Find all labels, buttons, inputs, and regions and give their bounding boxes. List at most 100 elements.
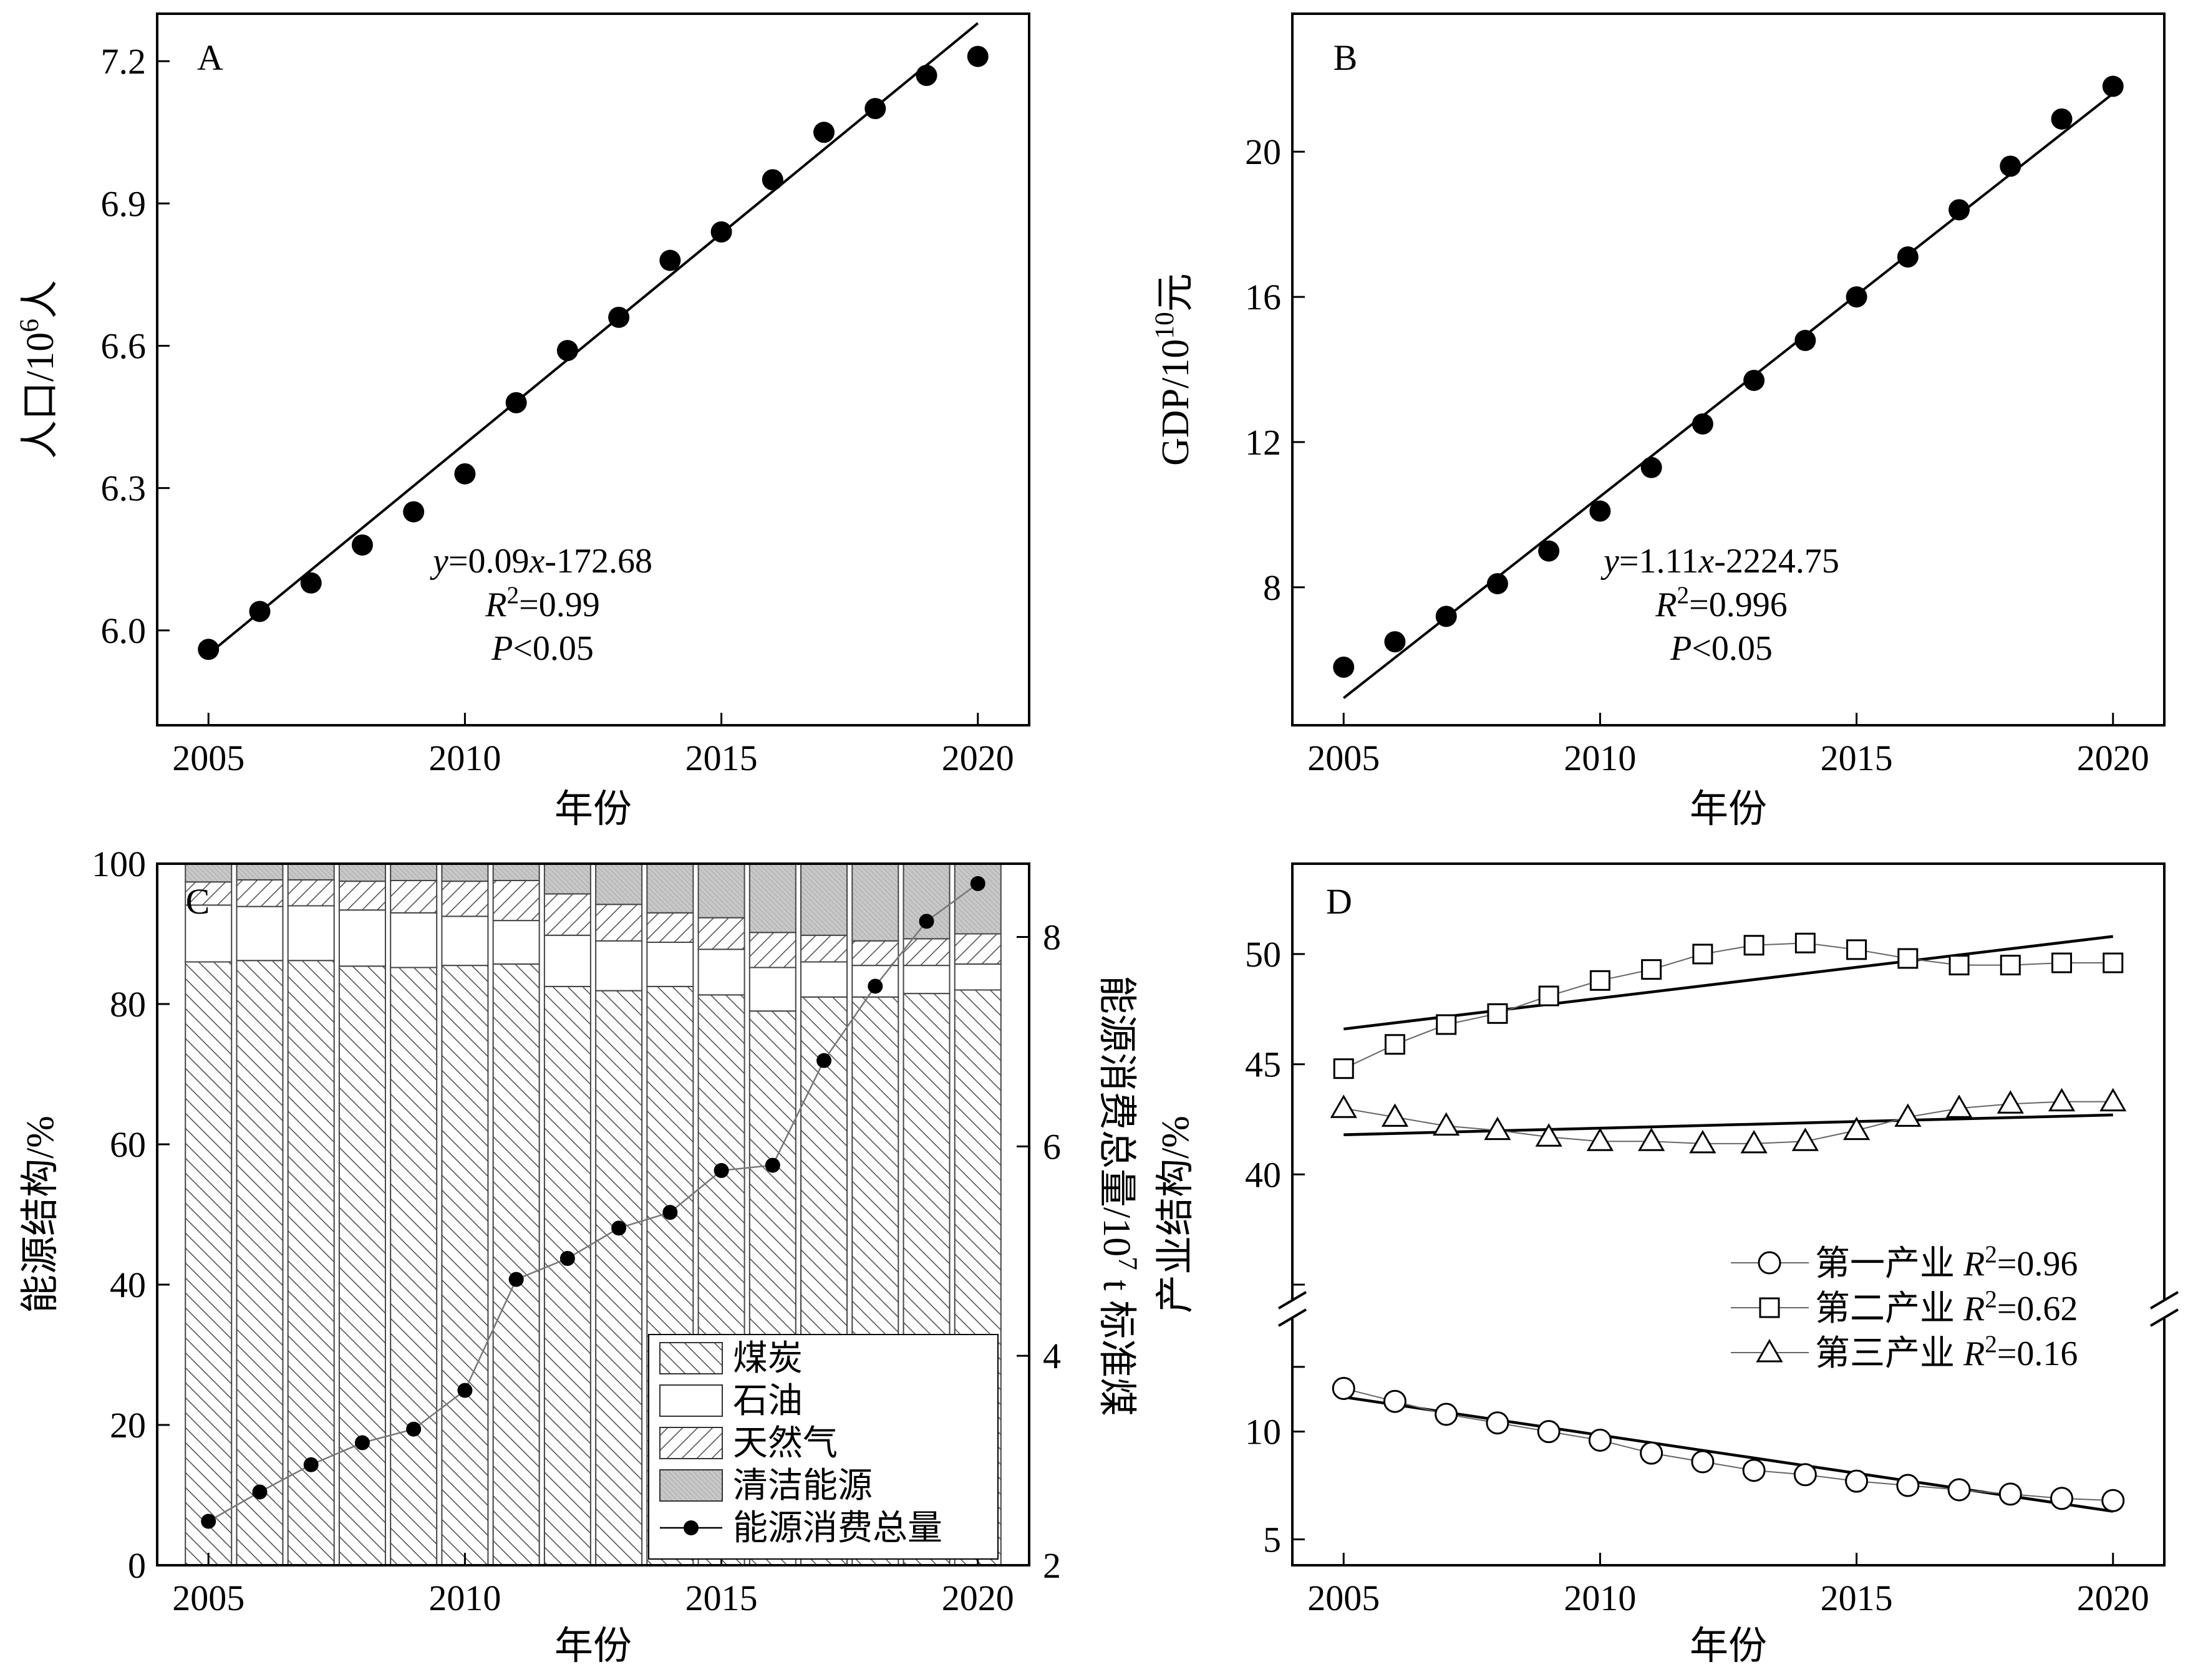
data-point — [1640, 1441, 1663, 1465]
bar-segment — [390, 880, 438, 914]
legend-label: 第二产业 R2=0.62 — [1815, 1286, 2078, 1329]
x-tick-label: 2020 — [942, 1578, 1014, 1618]
y-tick-label: 5 — [1263, 1520, 1281, 1560]
x-tick-label: 2010 — [428, 738, 501, 778]
data-point — [198, 639, 220, 660]
consumption-point — [765, 1157, 780, 1173]
data-point — [1998, 1482, 2022, 1506]
data-point — [556, 340, 578, 362]
bar-segment — [338, 863, 386, 882]
data-point — [1692, 413, 1713, 435]
data-point — [1740, 1129, 1768, 1154]
consumption-point — [201, 1513, 216, 1529]
panel-letter: D — [1326, 881, 1352, 922]
y-tick-label: 6.3 — [101, 468, 147, 509]
axis-break-gap — [2159, 1301, 2169, 1318]
x-axis-label: 年份 — [554, 1625, 632, 1668]
axis-break-mark — [1277, 1308, 1307, 1327]
x-tick-label: 2015 — [1821, 1578, 1893, 1618]
y-tick-label: 0 — [128, 1545, 146, 1586]
bar-segment — [441, 863, 489, 882]
data-point — [1945, 1094, 1973, 1118]
data-point — [1689, 1129, 1716, 1154]
y-tick-label: 20 — [1245, 132, 1281, 172]
x-axis-label: 年份 — [1690, 788, 1767, 831]
data-point — [300, 572, 322, 594]
bar-segment — [287, 960, 335, 1566]
data-point — [1846, 939, 1867, 960]
x-tick-label: 2005 — [1307, 738, 1380, 778]
legend-label: 第三产业 R2=0.16 — [1815, 1331, 2078, 1374]
consumption-point — [354, 1435, 370, 1451]
y2-tick-label: 4 — [1043, 1336, 1061, 1376]
bar-segment — [748, 967, 796, 1012]
y2-tick-label: 6 — [1043, 1126, 1061, 1167]
data-point — [2103, 952, 2124, 973]
legend-label: 第一产业 R2=0.96 — [1815, 1241, 2078, 1284]
data-point — [1948, 955, 1970, 976]
consumption-point — [508, 1272, 524, 1287]
data-point — [1436, 1014, 1457, 1035]
bar-segment — [390, 863, 438, 881]
panel-letter: A — [197, 37, 223, 78]
data-point — [2101, 1489, 2125, 1512]
bar-segment — [646, 912, 694, 943]
data-point — [1947, 1478, 1971, 1502]
fit-line — [207, 22, 979, 655]
x-tick-label: 2005 — [172, 738, 244, 778]
fit-line — [1343, 935, 2114, 1031]
consumption-point — [816, 1053, 832, 1068]
data-point — [1435, 606, 1457, 627]
bar-segment — [185, 863, 233, 883]
x-tick-label: 2005 — [1307, 1578, 1380, 1618]
bar-segment — [595, 863, 643, 905]
data-point — [1487, 1003, 1508, 1024]
legend-label: 石油 — [733, 1382, 803, 1421]
fit-equation: y=0.09x-172.68 — [430, 542, 652, 581]
data-point — [2000, 955, 2021, 976]
data-point — [762, 169, 783, 191]
legend-marker — [1759, 1297, 1780, 1318]
data-point — [1586, 1127, 1614, 1151]
y-tick-label: 12 — [1245, 422, 1281, 463]
data-point — [1333, 1058, 1354, 1079]
bar-segment — [851, 940, 899, 967]
panel-b: 2005 2010 2015 2020 8 12 16 20 B 年份 GDP/1010元 y=1.1… — [1150, 12, 2166, 831]
y-tick-label: 6.9 — [101, 183, 147, 224]
fit-r2: R2=0.996 — [1655, 582, 1787, 625]
bar-segment — [185, 961, 233, 1566]
bar-segment — [441, 915, 489, 967]
data-point — [864, 98, 886, 120]
data-point — [1537, 1420, 1561, 1444]
y-axis-label: GDP/1010元 — [1150, 273, 1197, 466]
data-point — [2051, 952, 2073, 973]
bar-segment — [492, 920, 540, 965]
data-point — [1897, 948, 1919, 969]
axis-break-gap — [1287, 1301, 1297, 1318]
consumption-point — [559, 1251, 575, 1267]
fit-line — [1343, 1396, 2114, 1513]
bar-segment — [954, 863, 1002, 935]
data-point — [1794, 329, 1816, 351]
legend-marker — [1756, 1338, 1783, 1363]
series-circle — [1332, 1376, 2125, 1513]
bar-segment — [748, 932, 796, 968]
data-point — [1743, 369, 1765, 391]
data-point — [1897, 246, 1919, 268]
legend-label: 煤炭 — [733, 1340, 803, 1378]
legend-marker — [684, 1520, 699, 1535]
data-point — [2051, 108, 2073, 130]
data-point — [2050, 1487, 2074, 1510]
x-tick-label: 2010 — [1564, 738, 1636, 778]
data-point — [1638, 1127, 1665, 1151]
data-point — [813, 122, 835, 143]
legend-label: 天然气 — [733, 1424, 838, 1463]
consumption-point — [970, 876, 985, 891]
data-point — [1793, 1463, 1817, 1487]
consumption-point — [303, 1457, 319, 1472]
bar-segment — [390, 967, 438, 1566]
data-point — [505, 392, 527, 413]
y-tick-label: 20 — [110, 1405, 146, 1446]
bar-segment — [800, 934, 848, 963]
data-point — [1333, 656, 1355, 678]
